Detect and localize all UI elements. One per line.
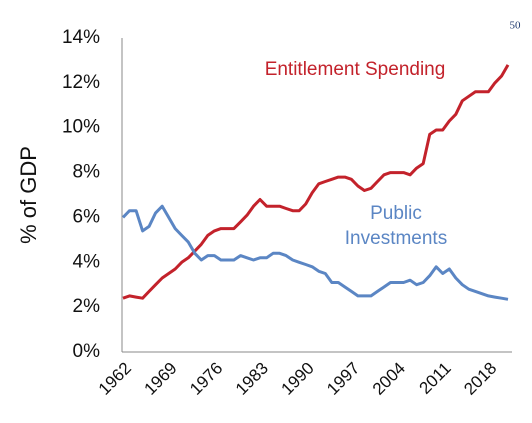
y-tick-label: 0% [73, 341, 101, 362]
y-axis-label: % of GDP [16, 146, 41, 244]
x-tick-label: 1983 [232, 359, 272, 399]
x-tick-label: 1969 [140, 359, 180, 399]
y-tick-label: 4% [73, 251, 101, 272]
series-label: Entitlement Spending [264, 59, 446, 80]
x-tick-label: 1997 [323, 359, 363, 399]
y-tick-label: 8% [73, 162, 101, 183]
page-number: 50 [510, 20, 522, 32]
x-tick-label: 1962 [95, 359, 135, 399]
x-tick-label: 2004 [369, 359, 409, 399]
y-tick-label: 14% [62, 27, 100, 48]
series-label: Public Investments [344, 203, 448, 249]
y-tick-label: 10% [62, 117, 100, 138]
y-tick-label: 2% [73, 296, 101, 317]
y-tick-label: 6% [73, 206, 101, 227]
series-line [122, 64, 510, 300]
x-tick-label: 1990 [278, 359, 318, 399]
x-tick-label: 2018 [460, 359, 500, 399]
x-tick-label: 1976 [186, 359, 226, 399]
y-tick-label: 12% [62, 72, 100, 93]
x-tick-label: 2011 [415, 359, 454, 398]
series-line [121, 204, 509, 301]
